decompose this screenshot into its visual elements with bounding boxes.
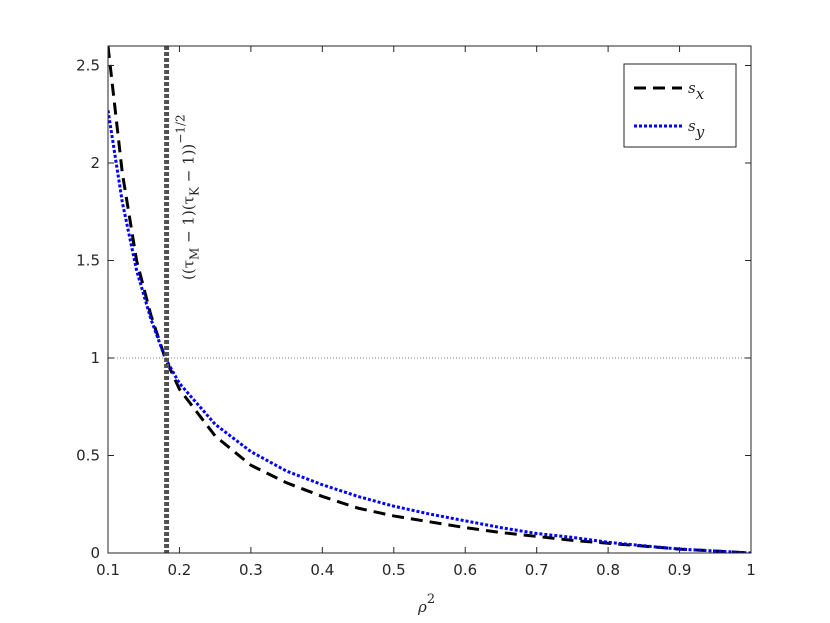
x-tick-label: 0.6 [453,561,477,579]
x-tick-label: 0.9 [668,561,692,579]
x-tick-label: 0.2 [168,561,192,579]
x-tick-label: 0.5 [382,561,406,579]
x-tick-label: 0.8 [596,561,620,579]
legend-label: sx [688,79,705,103]
y-tick-label: 1.5 [76,252,100,270]
x-tick-label: 0.7 [525,561,549,579]
x-tick-label: 0.3 [239,561,263,579]
legend-box [623,63,737,148]
y-tick-label: 2.5 [76,57,100,75]
x-tick-label: 0.1 [96,561,120,579]
x-tick-label: 1 [746,561,756,579]
vline-label: ((τM − 1)(τK − 1))−1/2 [174,114,202,280]
x-axis-label: ρ2 [417,592,435,616]
legend-label: sy [688,117,705,141]
y-tick-label: 2 [90,154,100,172]
y-tick-label: 0.5 [76,447,100,465]
line-series [108,110,751,553]
axes-frame [107,45,752,554]
y-tick-label: 1 [90,349,100,367]
y-tick-label: 0 [90,544,100,562]
x-tick-label: 0.4 [310,561,334,579]
